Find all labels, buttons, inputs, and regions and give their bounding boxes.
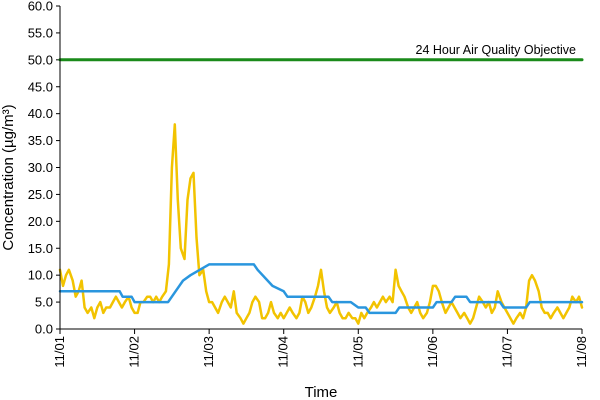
x-tick-label: 11/08 xyxy=(574,336,589,368)
y-axis-title: Concentration (µg/m³) xyxy=(0,104,17,250)
y-tick-label: 10.0 xyxy=(28,268,53,283)
y-tick-label: 20.0 xyxy=(28,214,53,229)
x-tick-label: 11/05 xyxy=(350,336,365,368)
x-axis-title: Time xyxy=(305,384,338,400)
y-tick-label: 40.0 xyxy=(28,106,53,121)
y-tick-label: 25.0 xyxy=(28,187,53,202)
y-tick-label: 30.0 xyxy=(28,160,53,175)
x-tick-label: 11/03 xyxy=(201,336,216,368)
y-axis: 0.0 5.0 10.0 15.0 20.0 25.0 30.0 35.0 40.0 45.0 50… xyxy=(28,0,60,337)
x-tick-label: 11/02 xyxy=(127,336,142,368)
x-tick-label: 11/01 xyxy=(52,336,67,368)
objective-average-series-line xyxy=(58,263,584,315)
x-tick-label: 11/07 xyxy=(499,336,514,368)
pm-series-line xyxy=(58,123,584,325)
y-tick-label: 5.0 xyxy=(35,295,53,310)
y-tick-label: 50.0 xyxy=(28,52,53,67)
x-axis: 11/01 11/02 11/03 11/04 11/05 11/06 11/07 11/08 xyxy=(52,329,589,368)
y-tick-label: 55.0 xyxy=(28,25,53,40)
objective-annotation: 24 Hour Air Quality Objective xyxy=(416,43,577,57)
y-tick-label: 45.0 xyxy=(28,79,53,94)
y-tick-label: 60.0 xyxy=(28,0,53,14)
x-tick-label: 11/06 xyxy=(425,336,440,368)
y-tick-label: 15.0 xyxy=(28,241,53,256)
y-tick-label: 0.0 xyxy=(35,322,53,337)
series-layer xyxy=(58,58,584,325)
x-tick-label: 11/04 xyxy=(276,336,291,368)
y-tick-label: 35.0 xyxy=(28,133,53,148)
